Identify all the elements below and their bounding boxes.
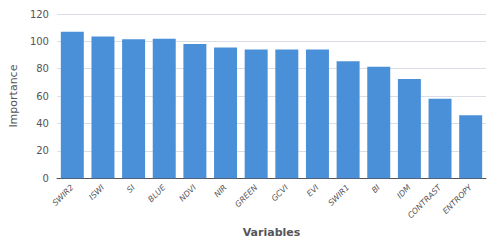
svg-text:SWIR1: SWIR1: [327, 183, 352, 208]
svg-text:SWIR2: SWIR2: [51, 183, 76, 208]
svg-text:ENTROPY: ENTROPY: [441, 182, 475, 216]
svg-text:80: 80: [36, 63, 49, 74]
svg-text:Importance: Importance: [7, 64, 20, 127]
svg-text:BI: BI: [370, 183, 382, 195]
svg-text:BLUE: BLUE: [146, 182, 168, 204]
svg-text:60: 60: [36, 91, 49, 102]
svg-text:20: 20: [36, 145, 49, 156]
svg-text:CONTRAST: CONTRAST: [406, 182, 444, 220]
svg-text:100: 100: [30, 36, 49, 47]
svg-text:0: 0: [43, 173, 49, 184]
svg-text:120: 120: [30, 9, 49, 20]
svg-text:EVI: EVI: [305, 183, 321, 199]
svg-text:GCVI: GCVI: [270, 183, 291, 204]
svg-text:SI: SI: [125, 183, 137, 195]
svg-text:NIR: NIR: [213, 183, 229, 199]
svg-text:ISWI: ISWI: [87, 183, 106, 202]
svg-text:GREEN: GREEN: [233, 183, 259, 209]
svg-text:IDM: IDM: [395, 183, 412, 200]
svg-text:40: 40: [36, 118, 49, 129]
svg-text:Variables: Variables: [243, 226, 301, 239]
svg-text:NDVI: NDVI: [178, 183, 199, 204]
